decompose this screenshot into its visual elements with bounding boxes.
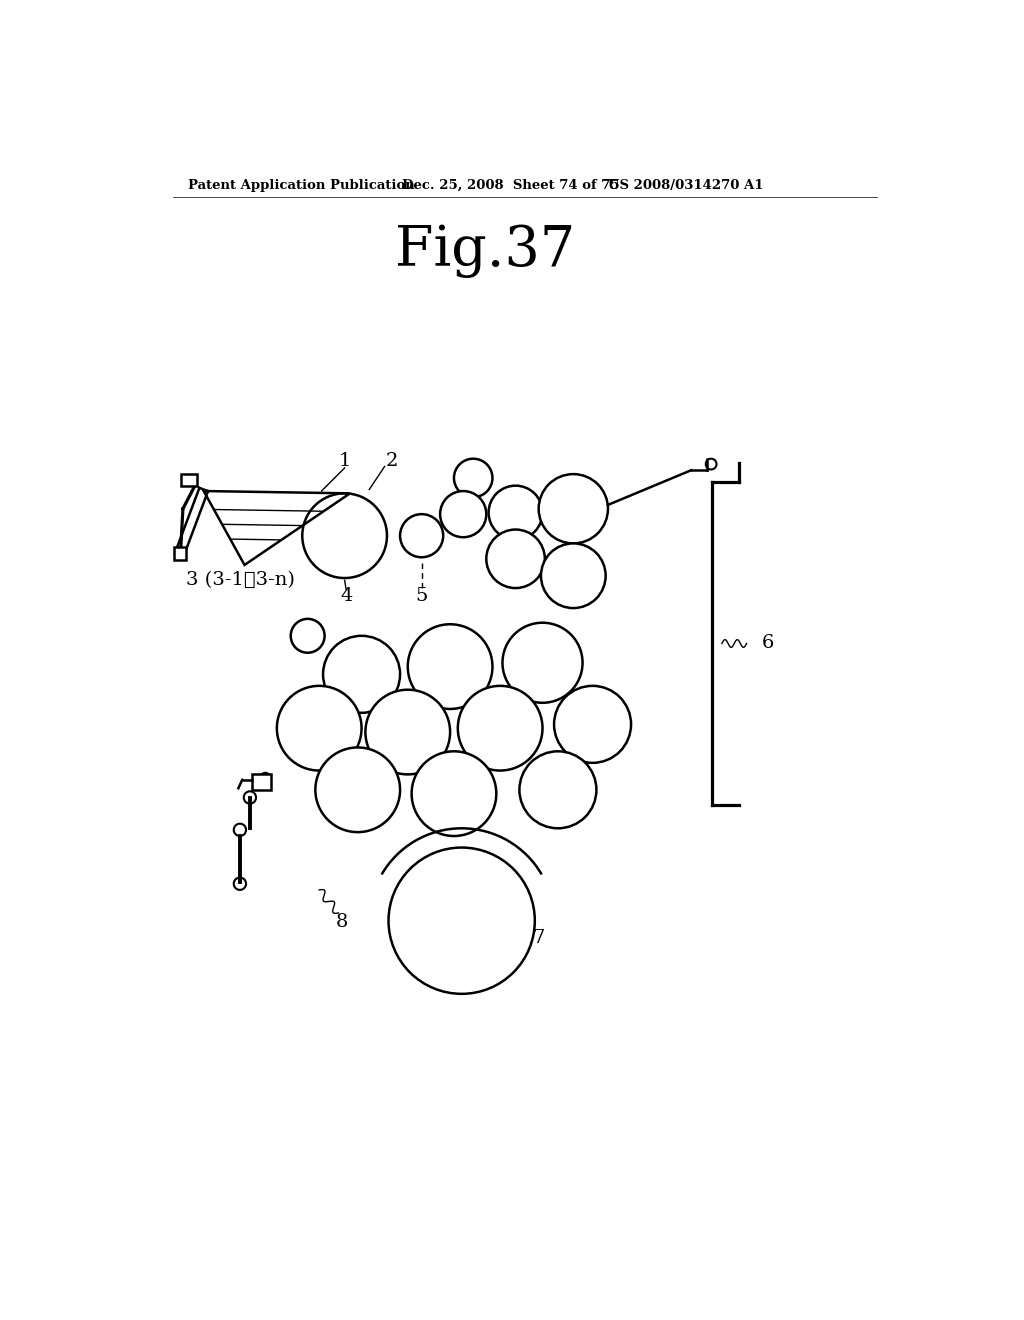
Circle shape <box>323 636 400 713</box>
Circle shape <box>519 751 596 829</box>
Text: Dec. 25, 2008  Sheet 74 of 75: Dec. 25, 2008 Sheet 74 of 75 <box>401 178 620 191</box>
Circle shape <box>486 529 545 589</box>
Circle shape <box>503 623 583 702</box>
Circle shape <box>244 792 256 804</box>
Circle shape <box>388 847 535 994</box>
Circle shape <box>366 689 451 775</box>
Circle shape <box>315 747 400 832</box>
Circle shape <box>302 494 387 578</box>
Circle shape <box>233 824 246 836</box>
Circle shape <box>408 624 493 709</box>
FancyBboxPatch shape <box>181 474 197 487</box>
Circle shape <box>291 619 325 653</box>
Circle shape <box>260 774 270 784</box>
Text: 6: 6 <box>762 635 774 652</box>
Circle shape <box>541 544 605 609</box>
Circle shape <box>412 751 497 836</box>
Circle shape <box>706 459 717 470</box>
Text: Fig.37: Fig.37 <box>394 223 574 279</box>
Circle shape <box>539 474 608 544</box>
Text: US 2008/0314270 A1: US 2008/0314270 A1 <box>608 178 764 191</box>
FancyBboxPatch shape <box>174 548 186 560</box>
FancyBboxPatch shape <box>252 775 270 789</box>
Circle shape <box>233 878 246 890</box>
Circle shape <box>554 686 631 763</box>
Text: Patent Application Publication: Patent Application Publication <box>188 178 415 191</box>
Text: 5: 5 <box>416 587 428 605</box>
Circle shape <box>458 686 543 771</box>
Text: 8: 8 <box>336 913 348 931</box>
Circle shape <box>276 686 361 771</box>
Text: 7: 7 <box>532 929 545 946</box>
Text: 1: 1 <box>339 451 351 470</box>
Circle shape <box>400 515 443 557</box>
Text: 2: 2 <box>386 451 398 470</box>
Circle shape <box>454 458 493 498</box>
Text: 4: 4 <box>340 587 352 605</box>
Circle shape <box>440 491 486 537</box>
Circle shape <box>488 486 543 540</box>
Text: 3 (3-1～3-n): 3 (3-1～3-n) <box>186 572 295 589</box>
